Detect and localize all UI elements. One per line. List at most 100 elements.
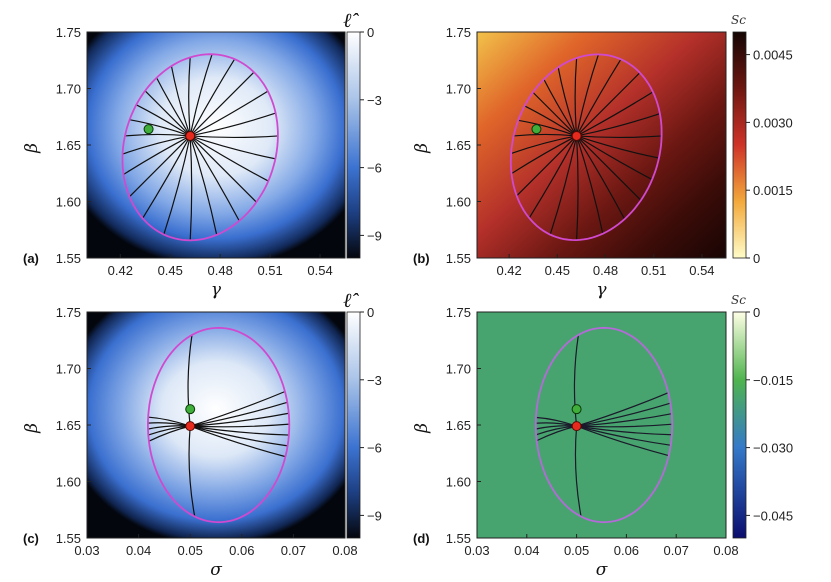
panel-label: (c) [23,531,39,546]
profile-ray [543,78,578,137]
y-tick-label: 1.75 [56,305,81,320]
profile-ray [576,135,604,235]
profile-ray [528,135,578,219]
y-tick-label: 1.75 [446,305,471,320]
chart-panel-a: 0.42 0.45 0.48 0.51 0.54 1.55 1.60 1.65 1.70 1.75… [22,8,382,300]
profile-ray [188,56,191,137]
profile-ray [190,425,290,436]
y-tick-label: 1.65 [56,138,81,153]
y-axis-label: β [22,423,42,434]
profile-ray [576,402,671,427]
colorbar-label: ℓ̂ [343,288,359,312]
profile-ray [510,135,577,175]
colorbar-tick-label: 0.0045 [753,48,793,63]
profile-ray [576,425,670,457]
profile-ray [189,135,193,241]
profile-ray [190,425,288,447]
profile-ray [576,72,641,137]
profile-ray [124,133,191,137]
x-tick-label: 0.51 [641,263,666,278]
y-tick-label: 1.65 [446,418,471,433]
profile-ray [576,413,672,427]
colorbar-tick-label: −9 [367,508,382,523]
profile-ray [576,423,673,428]
y-tick-label: 1.70 [56,362,81,377]
chart-panel-d: 0.03 0.04 0.05 0.06 0.07 0.08 1.55 1.60 1.65 1.70… [412,293,793,580]
x-tick-label: 0.51 [257,263,282,278]
green-point-marker [531,124,542,135]
green-point-marker [143,124,154,135]
y-tick-label: 1.70 [56,82,81,97]
y-tick-label: 1.55 [446,251,471,266]
profile-ray [189,71,255,137]
heatmap-field [477,32,726,258]
profile-ray [189,135,218,236]
likelihood-rays [535,334,673,518]
profile-ray [574,426,582,518]
y-tick-label: 1.65 [56,418,81,433]
green-point-marker [571,404,582,415]
profile-ray [163,135,191,236]
green-point-marker [185,404,196,415]
y-tick-label: 1.60 [446,195,471,210]
red-point-marker [185,421,196,432]
x-tick-label: 0.54 [307,263,332,278]
x-tick-label: 0.45 [545,263,570,278]
profile-ray [122,135,191,176]
x-tick-label: 0.07 [281,543,306,558]
profile-ray [576,113,661,137]
colorbar [732,31,747,259]
profile-ray [574,57,578,137]
profile-ray [144,90,191,137]
x-tick-label: 0.04 [514,543,539,558]
y-axis-label: β [412,423,432,434]
y-tick-label: 1.60 [56,195,81,210]
colorbar-tick-label: −0.015 [753,373,793,388]
colorbar-tick-label: −6 [367,441,382,456]
profile-ray [576,135,660,159]
profile-ray [190,135,276,160]
profile-ray [129,119,191,137]
colorbar-tick-label: −0.030 [753,441,793,456]
chart-panel-b: 0.42 0.45 0.48 0.51 0.54 1.55 1.60 1.65 1.70 1.75… [412,13,793,300]
profile-ray [549,135,578,236]
profile-ray [121,135,191,155]
x-tick-label: 0.06 [614,543,639,558]
profile-ray [518,119,577,137]
profile-ray [576,135,642,201]
colorbar-tick-label: 0.0015 [753,183,793,198]
profile-ray [190,423,290,428]
heatmap-area [477,32,726,258]
profile-ray [189,425,286,458]
colorbar-tick-label: 0 [367,305,374,320]
colorbar-tick-label: −6 [367,161,382,176]
y-tick-label: 1.55 [56,251,81,266]
confidence-contour [146,326,291,524]
colorbar-tick-label: 0 [753,305,760,320]
profile-ray [576,54,600,137]
profile-ray [170,65,191,137]
profile-ray [576,135,653,181]
colorbar [346,311,361,539]
profile-ray [135,104,191,137]
colorbar-tick-label: 0 [367,25,374,40]
x-tick-label: 0.05 [178,543,203,558]
x-tick-label: 0.48 [593,263,618,278]
red-point-marker [571,130,582,141]
heatmap-field [87,312,345,538]
profile-ray [141,135,191,219]
y-tick-label: 1.75 [56,25,81,40]
colorbar-label: ℓ̂ [343,8,359,32]
x-tick-label: 0.03 [74,543,99,558]
profile-ray [190,135,279,139]
panel-label: (b) [413,251,430,266]
x-tick-label: 0.45 [158,263,183,278]
colorbar-tick-label: −9 [367,228,382,243]
y-tick-label: 1.60 [446,475,471,490]
profile-ray [188,426,196,517]
panel-label: (d) [413,531,430,546]
x-tick-label: 0.54 [689,263,714,278]
likelihood-rays [147,334,290,517]
y-tick-label: 1.55 [446,531,471,546]
y-tick-label: 1.60 [56,475,81,490]
